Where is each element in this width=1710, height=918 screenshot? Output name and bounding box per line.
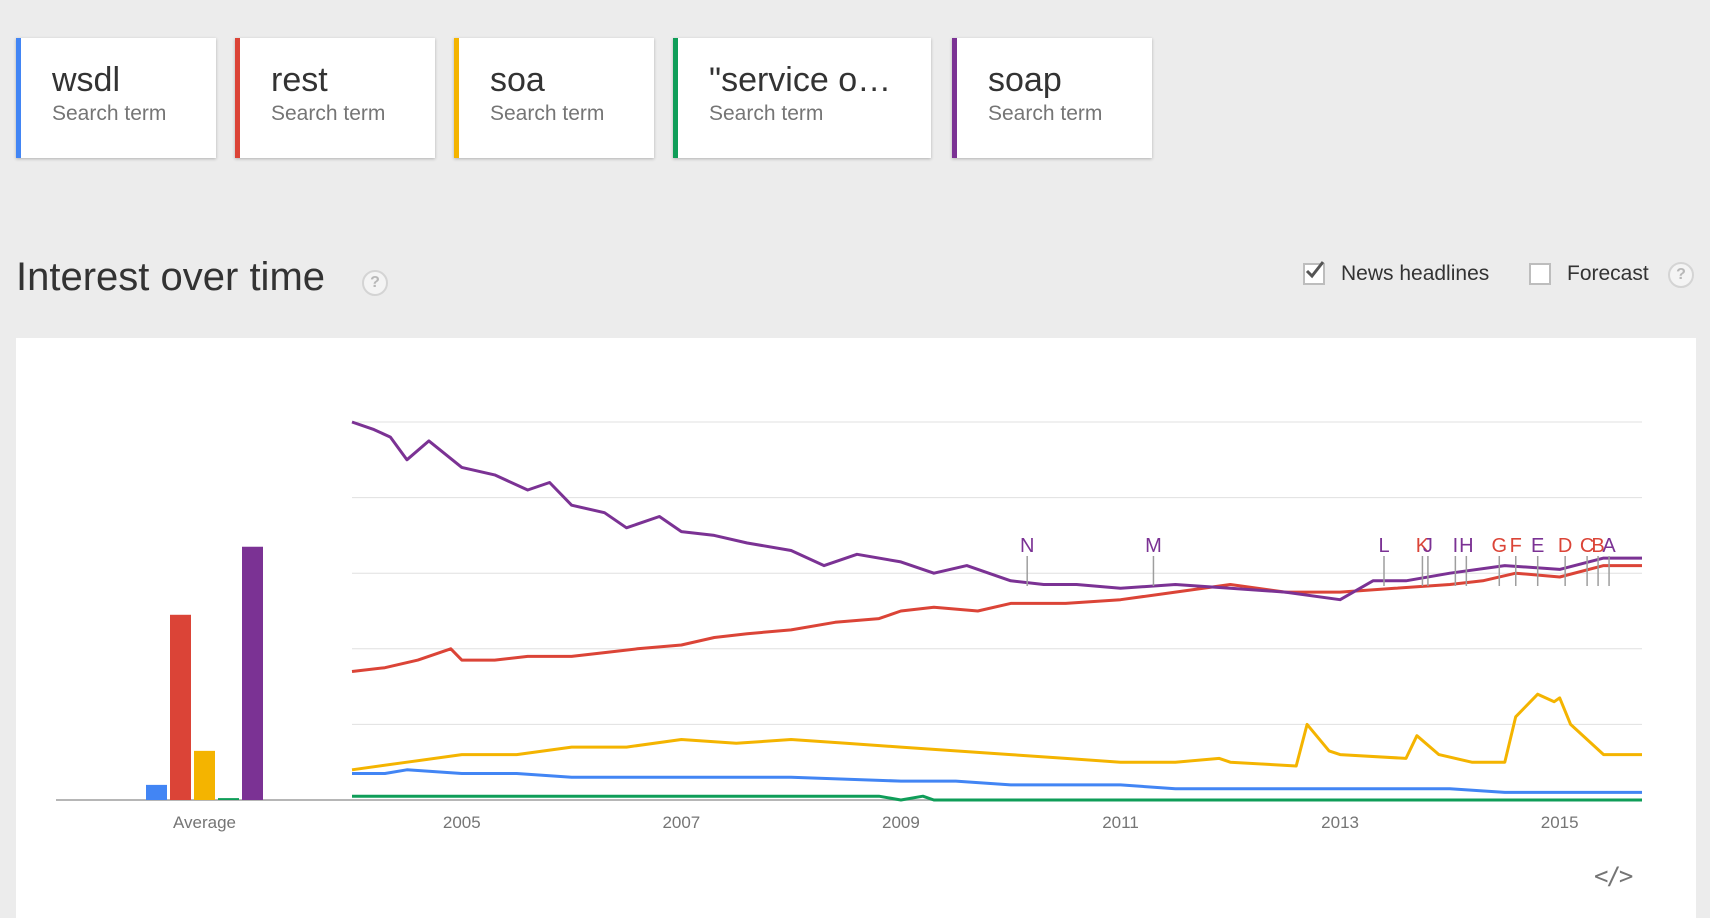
series-line-wsdl [352,768,1642,794]
x-tick-label: 2005 [443,813,481,832]
term-card-soap[interactable]: soap Search term [952,38,1152,158]
annotation-label-l: L [1378,535,1389,557]
forecast-label: Forecast [1567,262,1649,285]
series-line-rest [351,564,1642,673]
news-headlines-label: News headlines [1341,262,1490,285]
term-name: rest [271,61,328,99]
term-sub: Search term [271,102,386,125]
term-color-bar [235,38,240,158]
interest-over-time-chart: Average 2005 2007 2009 2011 2013 2015 N M L K J I H G F… [16,338,1696,918]
annotation-label-j: J [1423,535,1433,557]
term-name: soa [490,61,545,99]
term-color-bar [952,38,957,158]
x-tick-label: 2007 [662,813,700,832]
help-icon[interactable]: ? [362,270,388,296]
term-color-bar [673,38,678,158]
term-name: "service o… [709,61,892,99]
news-headlines-checkbox[interactable] [1303,261,1325,285]
series-line-soa [351,692,1642,772]
series-line-serviceo [352,794,1642,802]
annotation-label-h: H [1459,535,1473,557]
x-tick-label: 2011 [1102,813,1139,832]
annotation-label-f: F [1510,535,1522,557]
annotation-label-n: N [1020,535,1034,557]
average-label: Average [173,813,236,832]
annotation-label-a: A [1602,535,1616,557]
x-tick-label: 2013 [1321,813,1359,832]
annotation-label-k: K [1416,535,1430,557]
chart-svg: Average 2005 2007 2009 2011 2013 2015 N M L KJ I H G F… [56,420,1642,832]
annotation-label-g: G [1491,535,1507,557]
x-tick-label: 2009 [882,813,920,832]
term-card-soa[interactable]: soa Search term [454,38,654,158]
average-bar-wsdl [146,784,167,800]
forecast-checkbox[interactable] [1529,263,1551,285]
term-sub: Search term [490,102,605,125]
term-name: soap [988,61,1062,99]
average-bar-serviceo [218,798,239,800]
forecast-option[interactable]: Forecast [1529,262,1649,286]
average-bar-soap [242,546,263,800]
annotation-label-d: D [1558,535,1572,557]
term-card-rest[interactable]: rest Search term [235,38,435,158]
term-card-wsdl[interactable]: wsdl Search term [16,38,216,158]
annotation-label-c: C [1580,535,1594,557]
term-color-bar [16,38,21,158]
term-sub: Search term [709,102,824,125]
x-tick-label: 2015 [1541,813,1579,832]
term-sub: Search term [52,102,167,125]
term-color-bar [454,38,459,158]
annotation-label-e: E [1531,535,1544,557]
term-card-service-oriented[interactable]: "service o… Search term [673,38,931,158]
annotation-label-m: M [1145,535,1162,557]
annotation-label-i: I [1453,535,1459,557]
annotation-label-b: B [1591,535,1604,557]
news-headlines-option[interactable]: News headlines [1303,261,1490,286]
average-bar-rest [170,614,191,800]
embed-code-icon[interactable]: </> [1594,862,1633,890]
term-name: wsdl [52,61,121,99]
series-line-soap [351,420,1642,602]
term-sub: Search term [988,102,1103,125]
section-title: Interest over time [16,255,326,299]
checkmark-icon [1305,261,1325,279]
average-bar-soa [194,750,215,800]
forecast-help-icon[interactable]: ? [1668,262,1694,288]
